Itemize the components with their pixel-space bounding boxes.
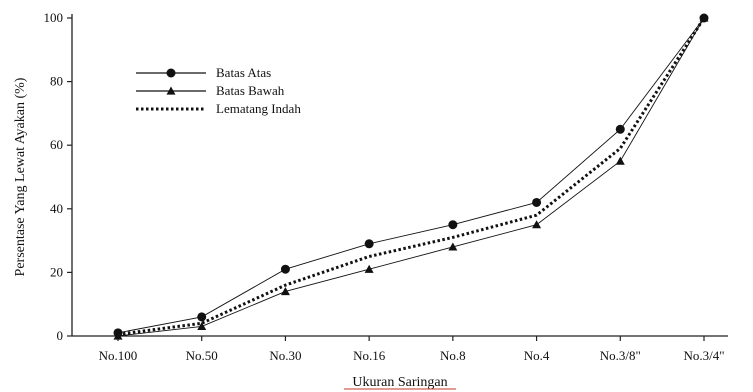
x-tick-label: No.3/8" <box>600 348 641 363</box>
legend-label: Batas Bawah <box>216 83 285 98</box>
data-point <box>532 197 542 207</box>
y-ticks: 0 20 40 60 80 100 <box>44 10 72 343</box>
legend-item: Batas Atas <box>136 65 271 80</box>
legend-marker <box>166 68 176 78</box>
x-tick-label: No.30 <box>269 348 301 363</box>
series-0 <box>113 13 709 338</box>
y-tick-label: 0 <box>57 328 64 343</box>
x-tick-label: No.50 <box>186 348 218 363</box>
axes <box>71 14 728 337</box>
data-point <box>615 124 625 134</box>
x-tick-label: No.16 <box>353 348 386 363</box>
data-point <box>113 331 123 340</box>
y-tick-label: 40 <box>50 201 63 216</box>
series-line <box>117 17 705 337</box>
data-point <box>197 312 207 322</box>
legend-item: Lematang Indah <box>136 101 301 116</box>
series-line <box>117 17 705 334</box>
x-tick-label: No.100 <box>99 348 138 363</box>
legend-label: Lematang Indah <box>216 101 301 116</box>
series-1 <box>113 13 709 340</box>
series-2 <box>117 17 706 336</box>
y-tick-label: 20 <box>50 264 63 279</box>
legend-item: Batas Bawah <box>136 83 285 98</box>
data-point <box>280 264 290 274</box>
y-tick-label: 60 <box>50 137 63 152</box>
y-tick-label: 80 <box>50 74 63 89</box>
data-point <box>280 286 290 296</box>
y-axis-label: Persentase Yang Lewat Ayakan (%) <box>13 77 28 276</box>
x-tick-label: No.3/4" <box>683 348 724 363</box>
x-ticks: No.100 No.50 No.30 No.16 No.8 No.4 No.3/8" No.3… <box>99 336 725 363</box>
data-point <box>448 220 458 230</box>
x-tick-label: No.4 <box>524 348 550 363</box>
data-point <box>615 156 625 165</box>
y-tick-label: 100 <box>44 10 64 25</box>
data-point <box>197 321 207 331</box>
legend-marker <box>166 86 176 95</box>
x-tick-label: No.8 <box>440 348 466 363</box>
legend-label: Batas Atas <box>216 65 271 80</box>
x-axis-label: Ukuran Saringan <box>352 375 447 390</box>
data-point <box>364 239 374 249</box>
data-point <box>364 264 374 273</box>
legend: Batas Atas Batas Bawah Lematang Indah <box>136 65 301 116</box>
series-layer <box>113 13 709 340</box>
series-line <box>117 17 706 336</box>
data-point <box>532 220 542 229</box>
data-point <box>448 242 458 251</box>
